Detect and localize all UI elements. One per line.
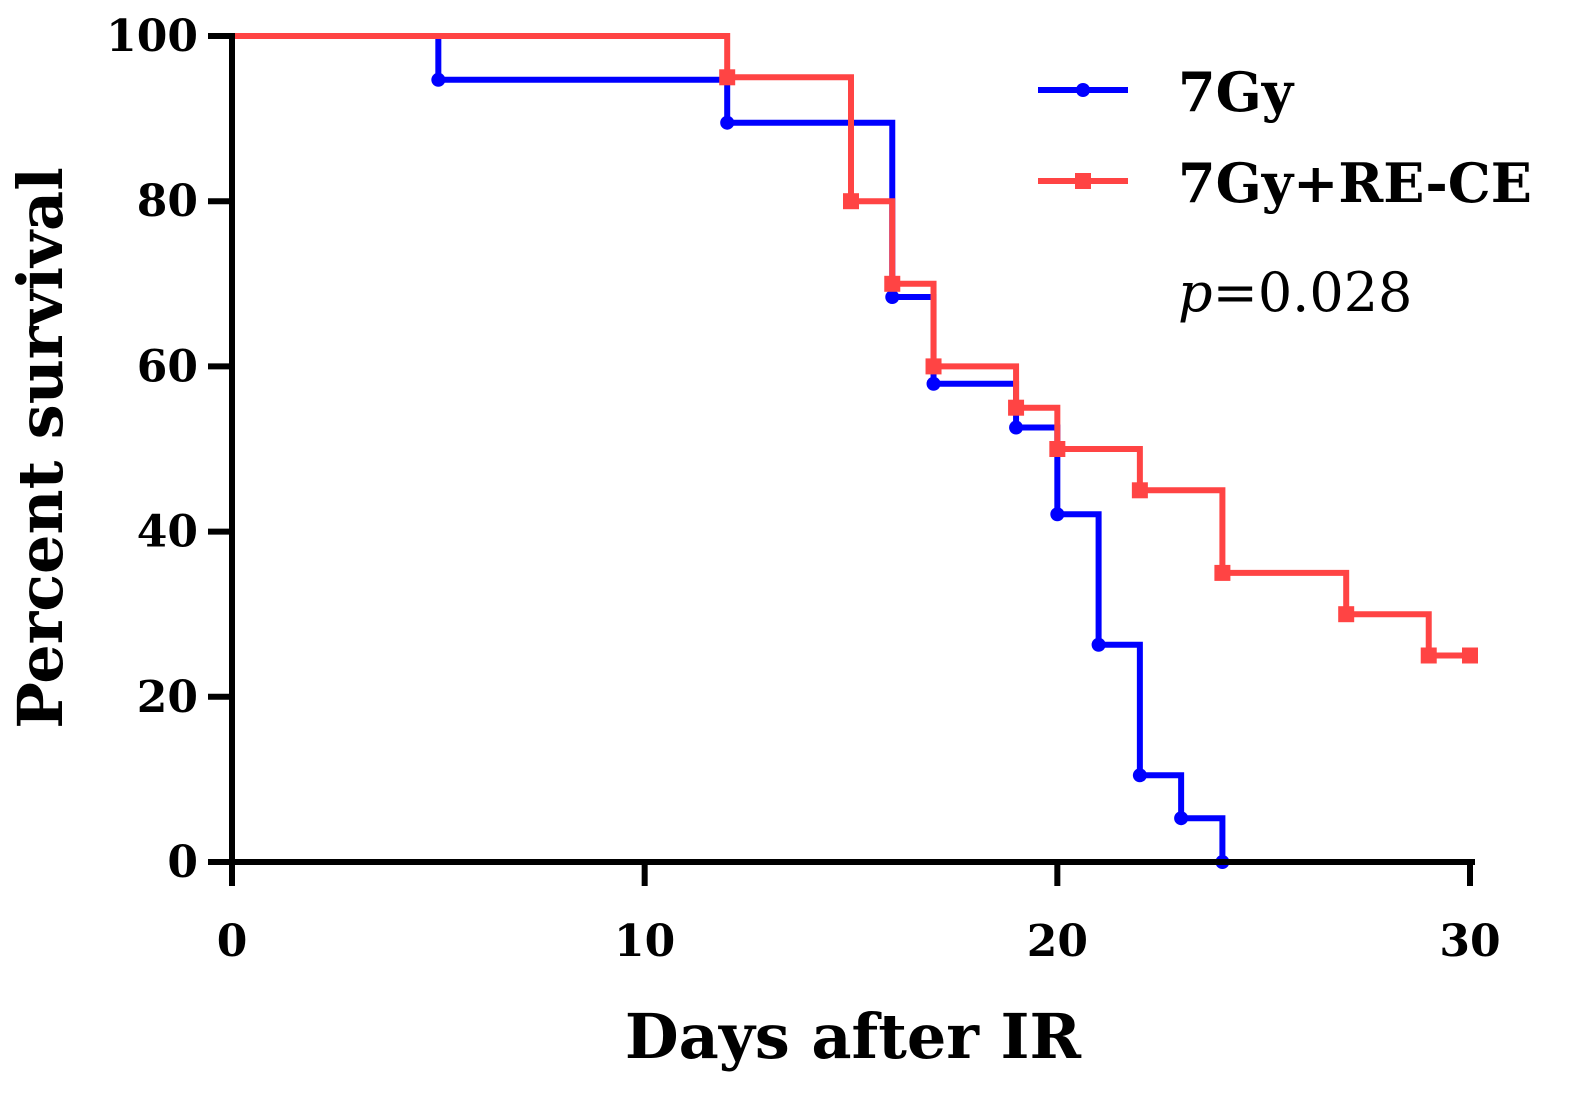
point-7gy-re-ce-2 <box>884 275 901 292</box>
y-tick-label-40: 40 <box>137 507 198 558</box>
point-7gy-0 <box>431 72 446 87</box>
p-value-italic: p <box>1178 261 1213 324</box>
point-7gy-re-ce-7 <box>1214 564 1231 581</box>
legend-label-7gy-rece: 7Gy+RE-CE <box>1178 151 1532 215</box>
y-axis-title: Percent survival <box>4 167 77 729</box>
x-tick-label-20: 20 <box>1027 916 1088 967</box>
point-7gy-3 <box>926 376 941 391</box>
y-tick-label-80: 80 <box>137 176 198 227</box>
point-7gy-4 <box>1009 420 1024 435</box>
series-line-7gy-re-ce <box>232 33 1470 659</box>
y-tick-label-20: 20 <box>137 672 198 723</box>
point-7gy-6 <box>1091 637 1106 652</box>
y-tick-label-60: 60 <box>137 341 198 392</box>
point-7gy-re-ce-1 <box>843 193 859 210</box>
point-7gy-2 <box>885 290 900 305</box>
point-7gy-5 <box>1050 507 1065 522</box>
p-value-rest: =0.028 <box>1213 261 1413 324</box>
p-value-annotation: p=0.028 <box>1178 261 1412 324</box>
x-axis-title: Days after IR <box>625 1000 1082 1073</box>
legend: 7Gy 7Gy+RE-CE p=0.028 <box>1038 60 1532 324</box>
x-tick-label-0: 0 <box>217 916 248 967</box>
point-7gy-re-ce-4 <box>1008 399 1025 416</box>
x-ticks: 0 10 20 30 <box>217 862 1501 967</box>
x-tick-label-30: 30 <box>1439 916 1500 967</box>
legend-label-7gy: 7Gy <box>1178 60 1295 124</box>
point-7gy-re-ce-9 <box>1420 647 1437 664</box>
y-tick-label-100: 100 <box>106 11 198 62</box>
point-7gy-re-ce-3 <box>925 358 942 375</box>
point-7gy-8 <box>1174 811 1189 826</box>
series-layer <box>232 33 1478 869</box>
y-tick-label-0: 0 <box>167 837 198 888</box>
y-ticks: 0 20 40 60 80 100 <box>106 11 232 888</box>
legend-marker-7gy <box>1076 83 1090 97</box>
x-tick-label-10: 10 <box>614 916 675 967</box>
point-7gy-re-ce-0 <box>719 69 736 86</box>
point-7gy-re-ce-5 <box>1049 441 1066 457</box>
point-7gy-7 <box>1132 768 1147 783</box>
point-7gy-re-ce-8 <box>1338 606 1355 623</box>
point-7gy-1 <box>720 115 735 130</box>
legend-marker-7gy-rece <box>1075 173 1091 189</box>
point-7gy-re-ce-10 <box>1462 647 1478 664</box>
point-7gy-re-ce-6 <box>1131 482 1148 499</box>
